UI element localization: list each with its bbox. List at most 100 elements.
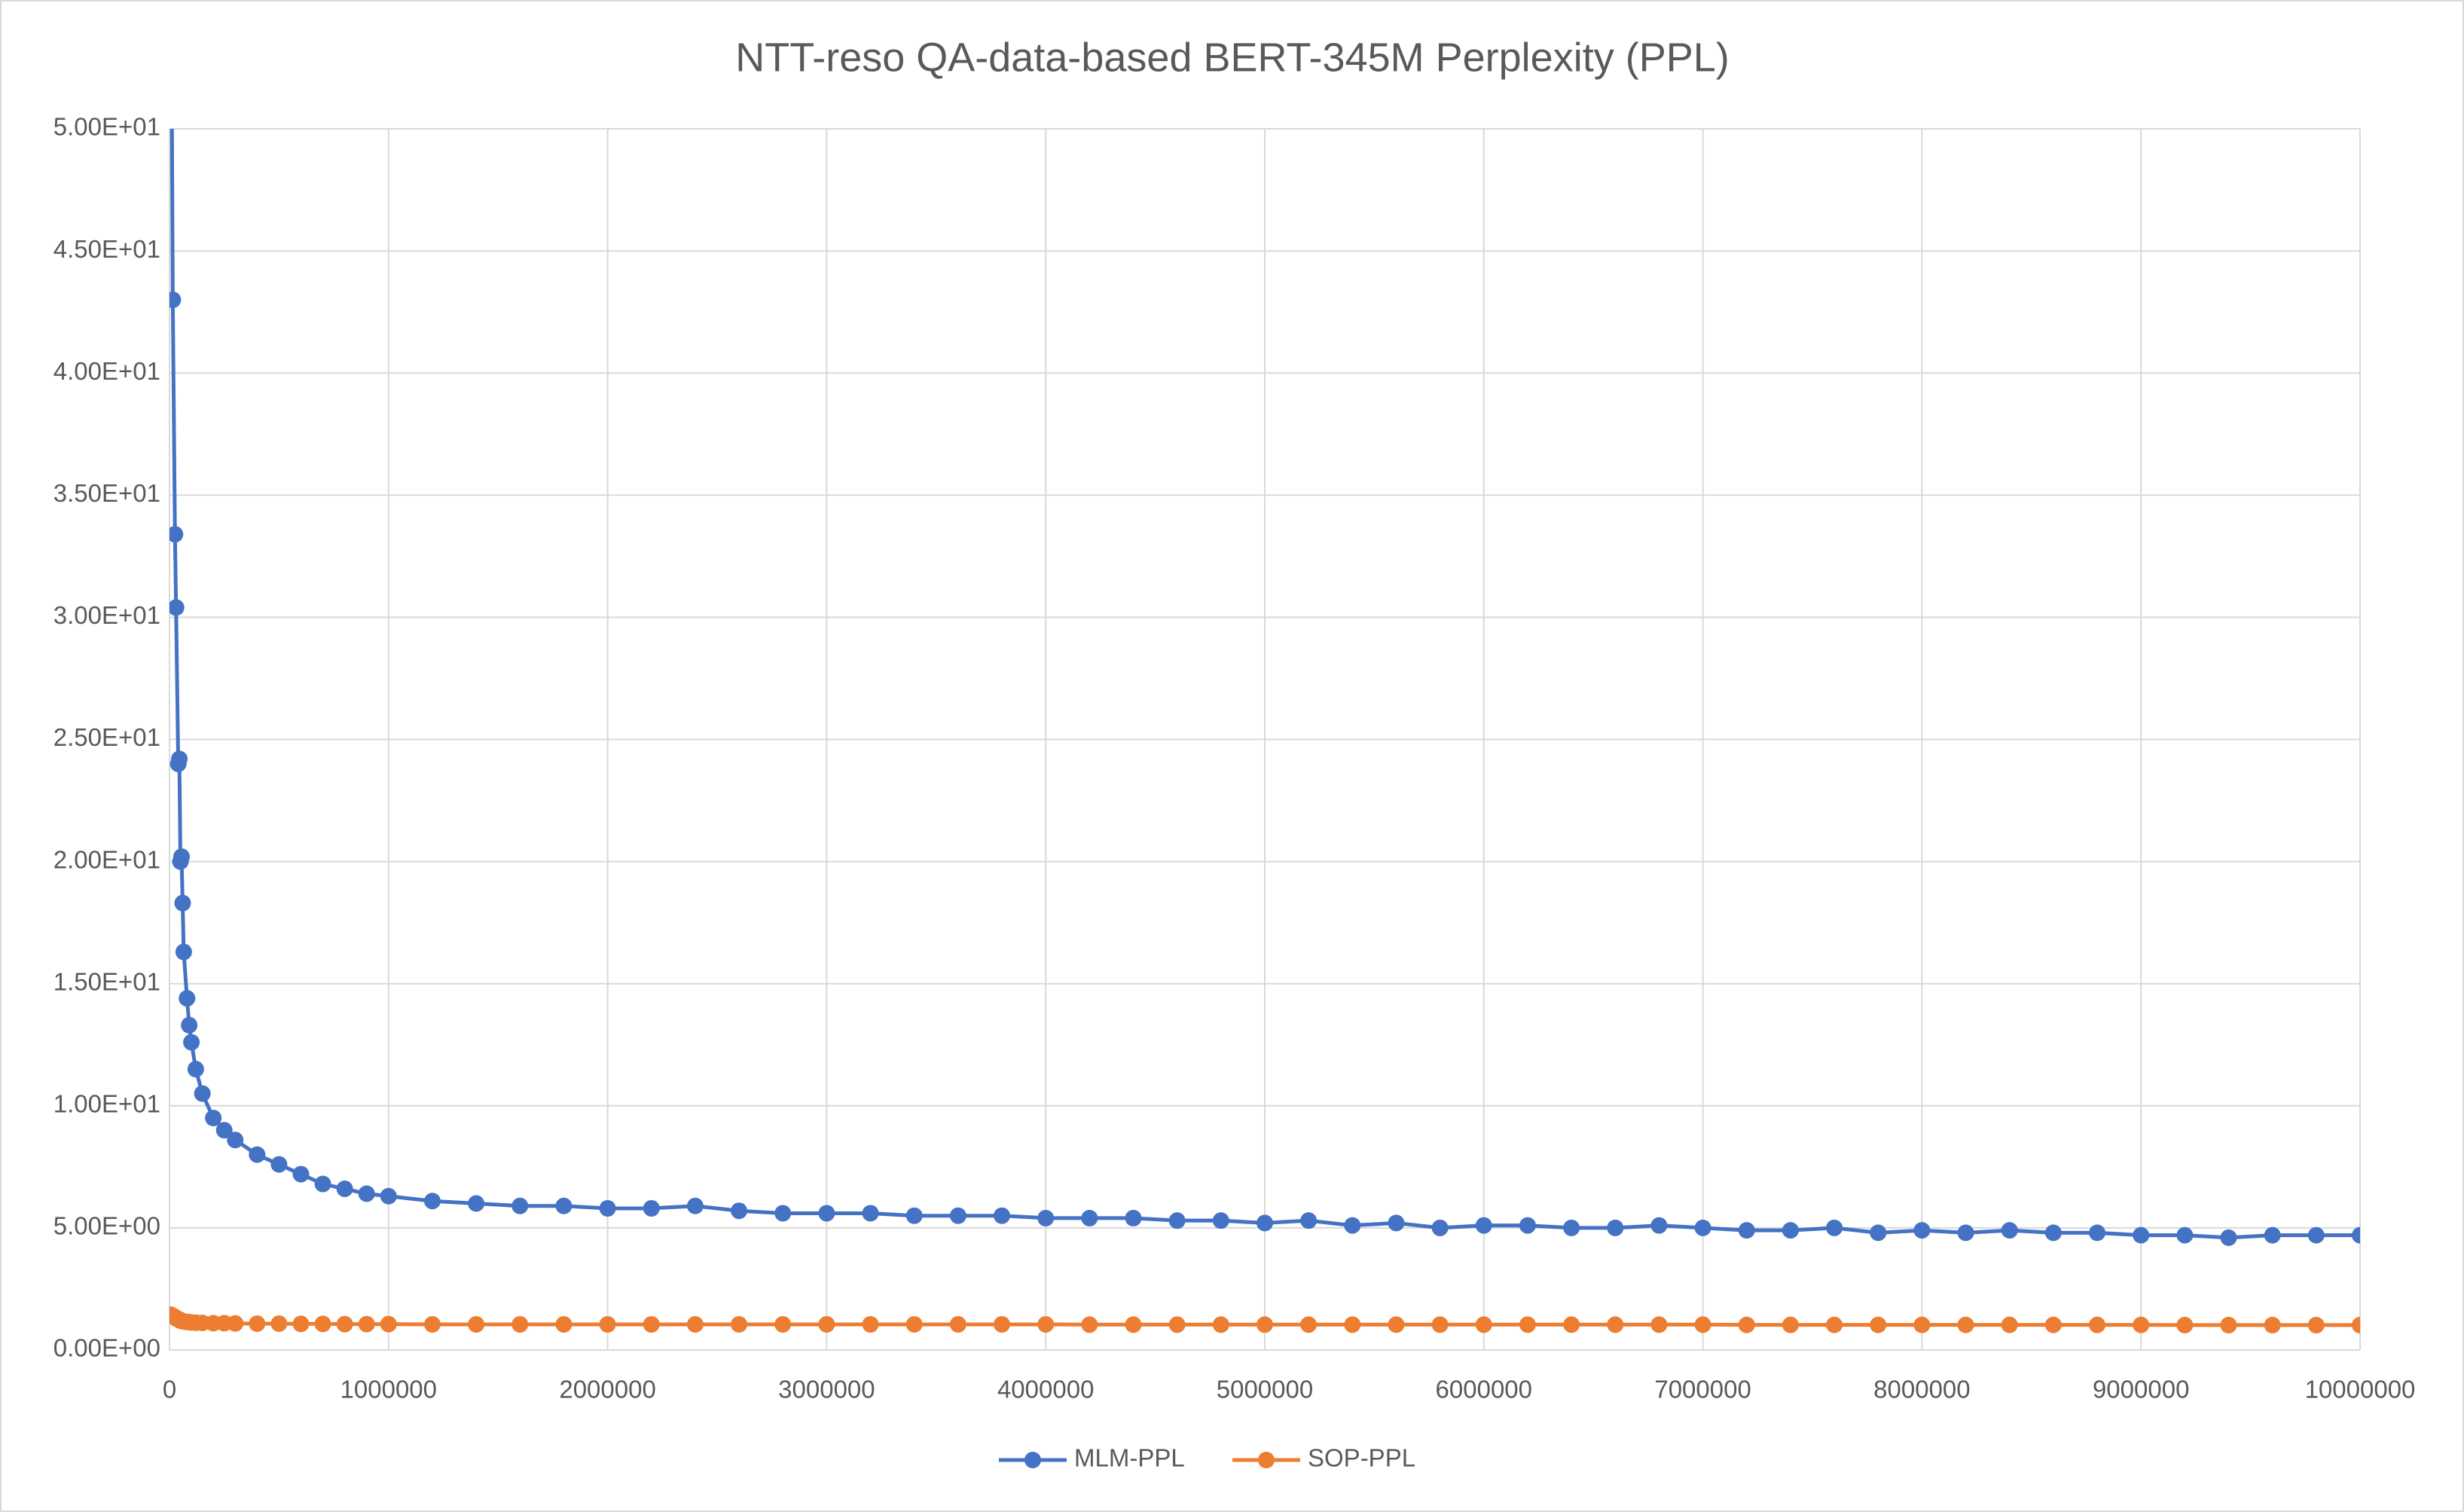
data-point — [1738, 1222, 1755, 1239]
data-point — [1563, 1316, 1580, 1333]
y-tick-label: 5.00E+01 — [53, 113, 160, 141]
y-tick-label: 3.50E+01 — [53, 479, 160, 507]
data-point — [2176, 1226, 2194, 1244]
data-point — [314, 1315, 331, 1333]
data-point — [314, 1175, 331, 1193]
data-point — [292, 1315, 310, 1333]
data-point — [205, 1110, 222, 1127]
data-point — [1388, 1316, 1405, 1333]
data-point — [905, 1207, 923, 1224]
data-point — [511, 1197, 529, 1214]
data-point — [2264, 1226, 2281, 1244]
x-tick-label: 3000000 — [778, 1376, 875, 1404]
data-point — [1913, 1316, 1931, 1333]
data-point — [1826, 1316, 1843, 1333]
data-point — [731, 1315, 748, 1333]
data-point — [2307, 1226, 2325, 1244]
data-point — [227, 1132, 244, 1149]
data-point — [2044, 1316, 2062, 1333]
data-point — [215, 1122, 233, 1139]
y-tick-label: 1.50E+01 — [53, 967, 160, 995]
data-point — [169, 526, 184, 543]
data-point — [2176, 1316, 2194, 1333]
y-tick-label: 0.00E+00 — [53, 1334, 160, 1362]
data-point — [949, 1315, 966, 1333]
data-point — [249, 1146, 266, 1163]
data-point — [1256, 1214, 1273, 1232]
data-point — [1957, 1224, 1974, 1242]
data-point — [1650, 1217, 1668, 1234]
x-tick-label: 5000000 — [1217, 1376, 1313, 1404]
series-line — [169, 129, 2360, 1240]
data-point — [1738, 1316, 1755, 1333]
x-tick-label: 1000000 — [340, 1376, 437, 1404]
y-tick-label: 2.50E+01 — [53, 723, 160, 751]
data-point — [1826, 1219, 1843, 1236]
data-point — [1300, 1316, 1317, 1333]
x-tick-label: 7000000 — [1654, 1376, 1751, 1404]
data-point — [2089, 1224, 2106, 1242]
data-point — [686, 1197, 704, 1214]
data-point — [949, 1207, 966, 1224]
data-point — [1431, 1316, 1449, 1333]
data-point — [818, 1205, 835, 1222]
data-point — [774, 1315, 792, 1333]
data-point — [169, 291, 182, 308]
legend-marker — [1258, 1452, 1275, 1468]
data-point — [1212, 1316, 1229, 1333]
data-point — [599, 1199, 616, 1217]
data-point — [2220, 1229, 2237, 1246]
data-point — [2352, 1316, 2360, 1333]
data-point — [1694, 1316, 1711, 1333]
data-point — [1870, 1224, 1887, 1242]
data-point — [1431, 1219, 1449, 1236]
data-point — [1212, 1212, 1229, 1229]
legend-label: MLM-PPL — [1074, 1444, 1185, 1472]
data-point — [1256, 1316, 1273, 1333]
data-point — [1475, 1316, 1492, 1333]
data-point — [905, 1315, 923, 1333]
data-point — [336, 1181, 353, 1198]
data-point — [1870, 1316, 1887, 1333]
data-point — [511, 1315, 529, 1333]
data-point — [174, 894, 191, 912]
data-point — [1563, 1219, 1580, 1236]
x-tick-label: 8000000 — [1873, 1376, 1970, 1404]
data-point — [179, 990, 196, 1007]
data-point — [686, 1315, 704, 1333]
data-point — [292, 1165, 310, 1183]
y-tick-label: 4.50E+01 — [53, 235, 160, 263]
y-tick-label: 4.00E+01 — [53, 357, 160, 385]
data-point — [2307, 1316, 2325, 1333]
data-point — [1125, 1209, 1142, 1226]
data-point — [2220, 1316, 2237, 1333]
data-point — [423, 1193, 441, 1210]
data-point — [270, 1156, 288, 1173]
data-point — [2001, 1222, 2018, 1239]
data-point — [1125, 1316, 1142, 1333]
data-point — [336, 1315, 353, 1333]
data-point — [1475, 1217, 1492, 1234]
data-point — [171, 750, 188, 768]
data-point — [1519, 1316, 1536, 1333]
data-point — [1168, 1212, 1186, 1229]
data-point — [2001, 1316, 2018, 1333]
data-point — [1607, 1219, 1624, 1236]
data-point — [1650, 1316, 1668, 1333]
x-tick-label: 4000000 — [997, 1376, 1094, 1404]
data-point — [2264, 1316, 2281, 1333]
data-point — [2133, 1316, 2150, 1333]
data-point — [1081, 1209, 1098, 1226]
data-point — [358, 1315, 375, 1333]
data-point — [731, 1202, 748, 1220]
data-point — [227, 1315, 244, 1332]
data-point — [183, 1034, 200, 1051]
x-tick-label: 0 — [163, 1376, 176, 1404]
data-point — [423, 1315, 441, 1333]
data-point — [994, 1207, 1011, 1224]
data-point — [249, 1315, 266, 1332]
data-point — [643, 1199, 660, 1217]
data-point — [169, 599, 185, 616]
y-tick-label: 2.00E+01 — [53, 845, 160, 873]
